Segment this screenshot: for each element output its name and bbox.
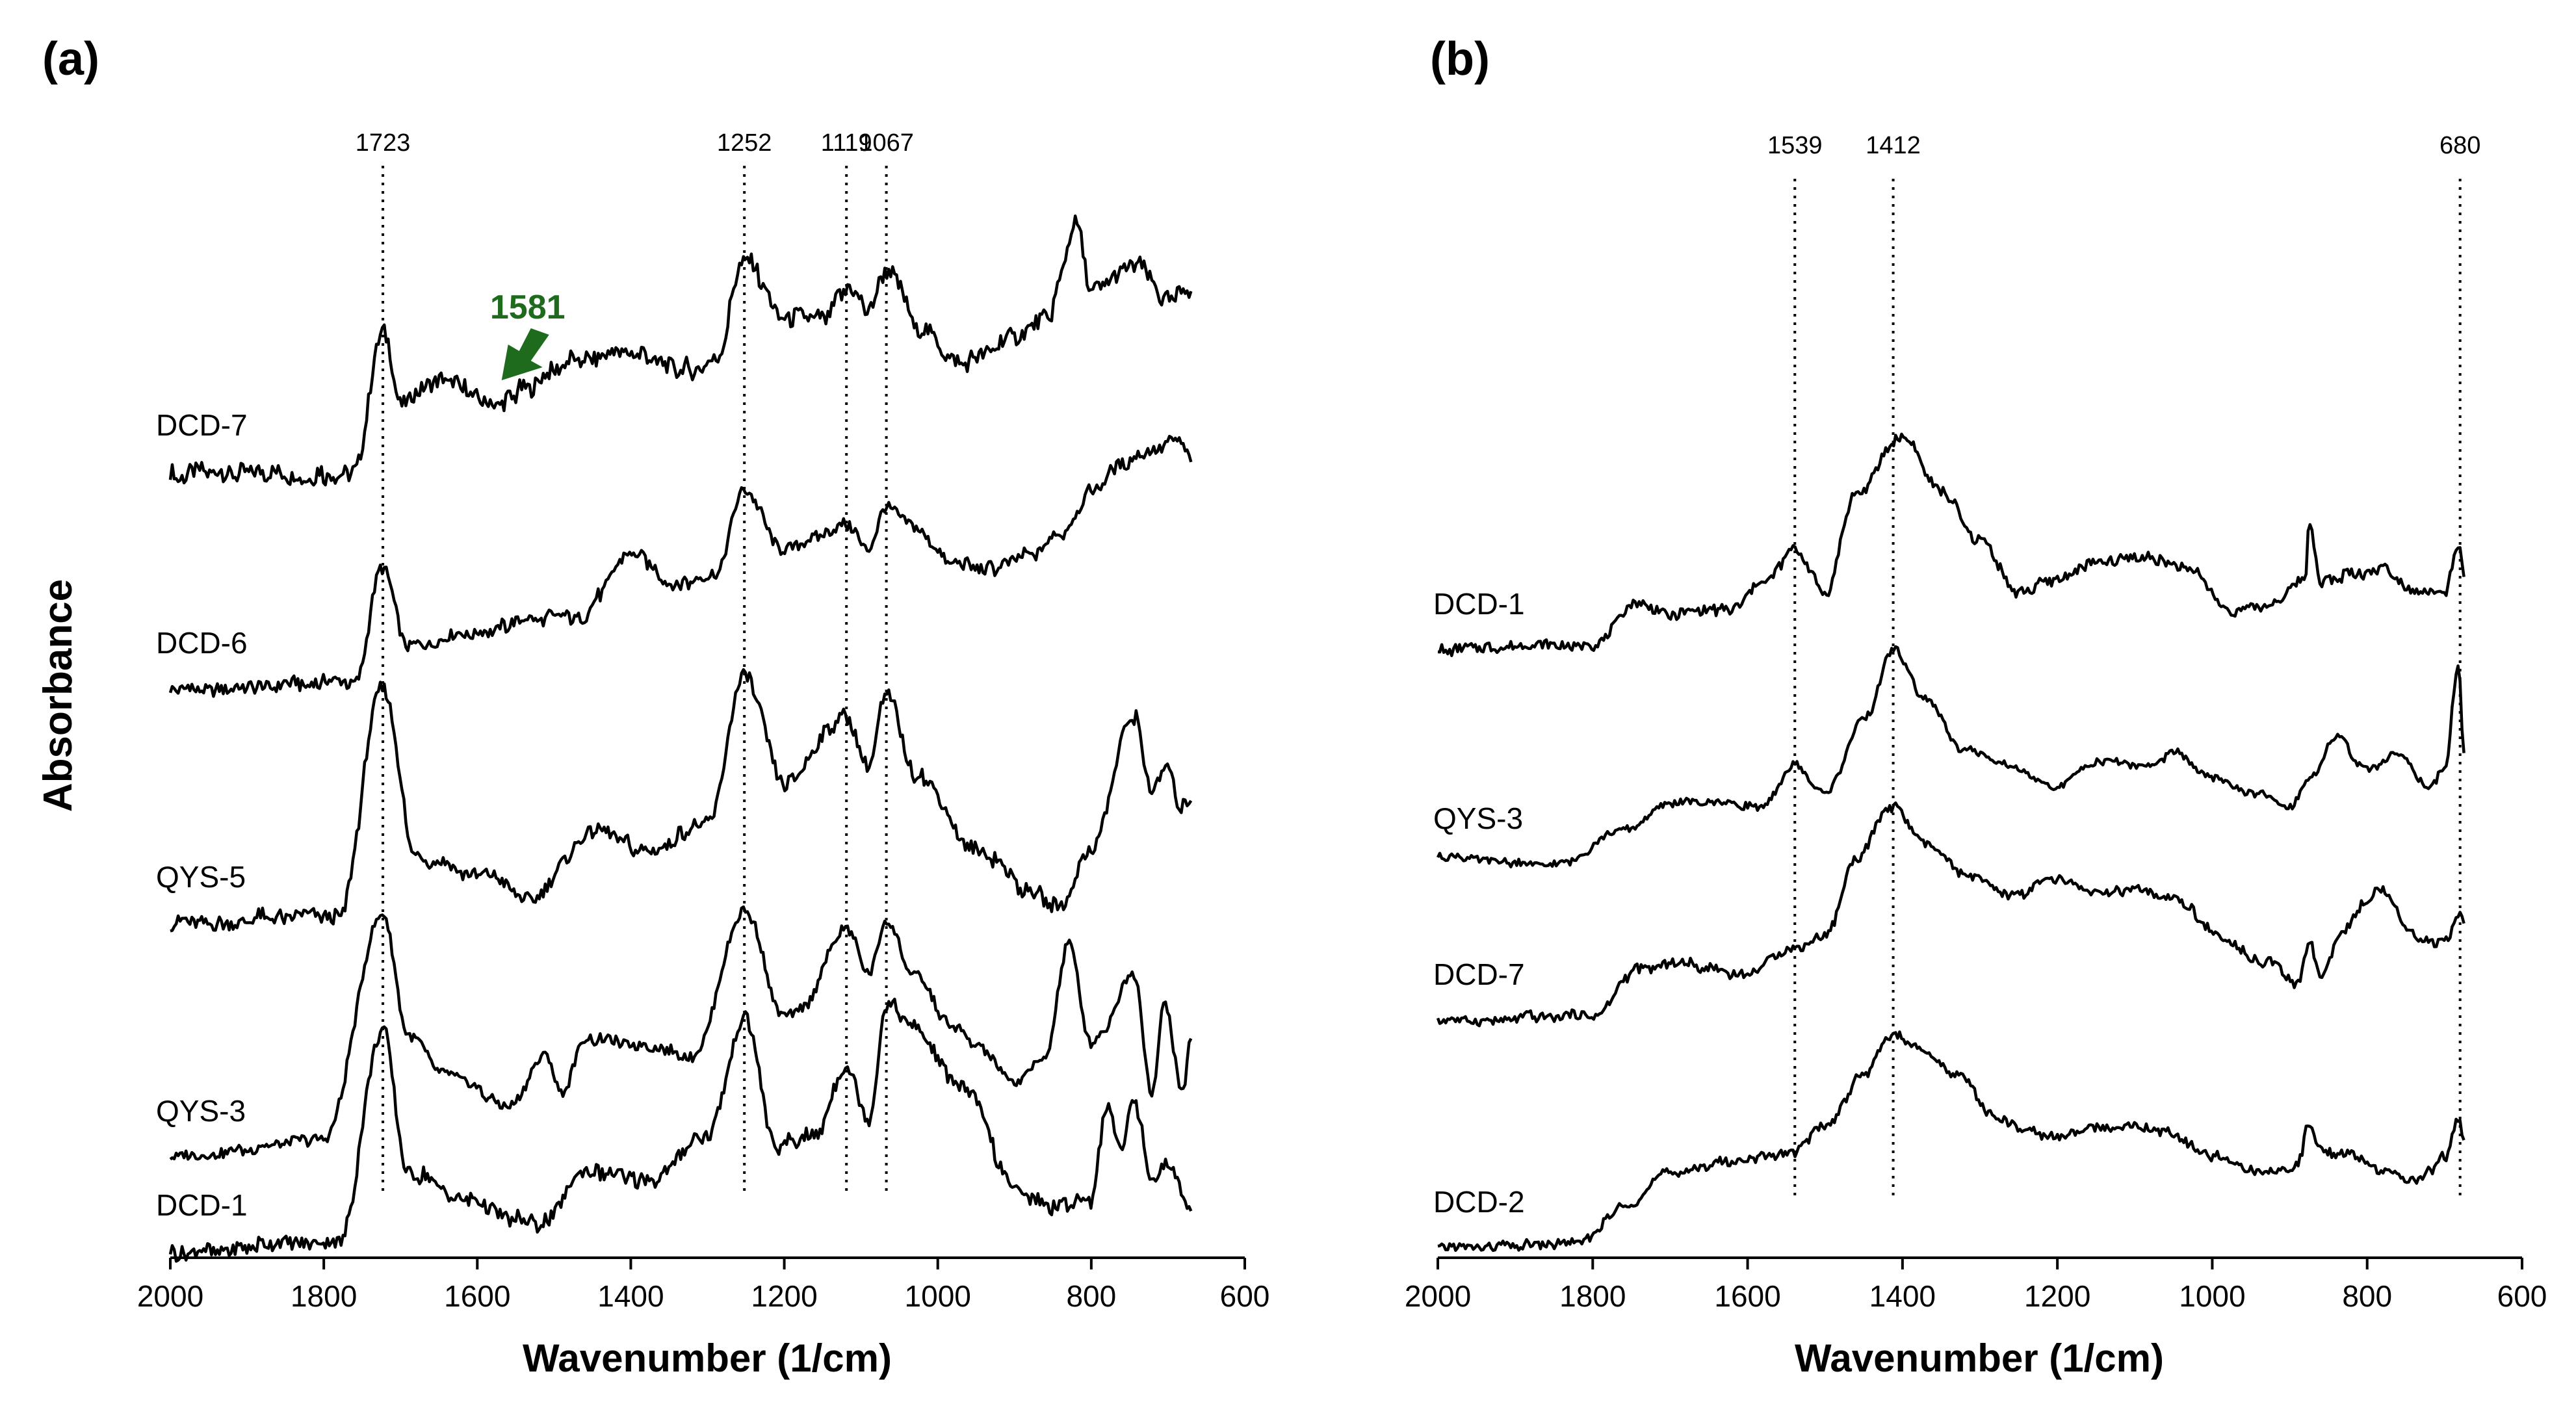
- x-tick-label-2000: 2000: [137, 1279, 203, 1313]
- panel-label-a: (a): [42, 33, 99, 85]
- panel-a-x-axis-label: Wavenumber (1/cm): [523, 1336, 892, 1380]
- x-tick-label-1800: 1800: [1559, 1279, 1626, 1313]
- panel-b-ticks: 2000 1800 1600 1400 1200 1000 800 600: [1405, 1258, 2547, 1313]
- series-label-dcd-1: DCD-1: [1433, 587, 1525, 621]
- y-axis-label: Absorbance: [36, 579, 81, 812]
- reference-label-1412: 1412: [1866, 132, 1921, 159]
- spectrum-dcd-1: [1437, 432, 2465, 657]
- annotation-label-1581: 1581: [490, 289, 566, 326]
- spectrum-dcd-2: [1437, 1030, 2465, 1253]
- series-label-dcd-1: DCD-1: [156, 1188, 248, 1222]
- x-tick-label-1800: 1800: [291, 1279, 357, 1313]
- spectrum-qys-5: [170, 668, 1193, 933]
- spectrum-qys-3: [169, 905, 1193, 1161]
- series-label-qys-3: QYS-3: [156, 1094, 246, 1128]
- x-tick-label-1400: 1400: [1869, 1279, 1936, 1313]
- reference-label-1252: 1252: [717, 129, 772, 157]
- spectrum-dcd-1: [168, 997, 1193, 1263]
- panel-b-plot: 1539 1412 680 DCD-1 QYS-3 DCD-7 DCD-2: [1433, 132, 2480, 1253]
- x-tick-label-1200: 1200: [751, 1279, 817, 1313]
- x-tick-label-2000: 2000: [1405, 1279, 1471, 1313]
- x-tick-label-600: 600: [1220, 1279, 1270, 1313]
- annotation-arrow-1581: [501, 328, 549, 380]
- panel-b: (b) 1539 1412 680 DCD-1 QYS-3 DCD-7 DCD-2 2000…: [1405, 33, 2547, 1380]
- x-tick-label-1400: 1400: [597, 1279, 664, 1313]
- spectrum-dcd-6: [168, 434, 1193, 698]
- x-tick-label-1000: 1000: [905, 1279, 971, 1313]
- spectrum-dcd-7: [168, 214, 1193, 487]
- panel-label-b: (b): [1430, 33, 1490, 85]
- x-tick-label-800: 800: [1066, 1279, 1116, 1313]
- panel-a-ticks: 2000 1800 1600 1400 1200 1000 800 600: [137, 1258, 1270, 1313]
- reference-label-1723: 1723: [356, 129, 411, 157]
- series-label-dcd-7: DCD-7: [1433, 957, 1525, 991]
- series-label-qys-5: QYS-5: [156, 860, 246, 894]
- panel-b-x-axis-label: Wavenumber (1/cm): [1795, 1336, 2164, 1380]
- x-tick-label-1600: 1600: [1714, 1279, 1780, 1313]
- series-label-qys-3: QYS-3: [1433, 801, 1523, 835]
- x-tick-label-1000: 1000: [2179, 1279, 2245, 1313]
- x-tick-label-800: 800: [2342, 1279, 2392, 1313]
- series-label-dcd-6: DCD-6: [156, 626, 248, 660]
- series-label-dcd-2: DCD-2: [1433, 1185, 1525, 1219]
- x-tick-label-1200: 1200: [2024, 1279, 2090, 1313]
- x-tick-label-600: 600: [2497, 1279, 2547, 1313]
- reference-label-1119: 1119: [821, 129, 872, 157]
- reference-label-1067: 1067: [859, 129, 914, 157]
- series-label-dcd-7: DCD-7: [156, 408, 248, 442]
- x-tick-label-1600: 1600: [444, 1279, 510, 1313]
- reference-label-680: 680: [2439, 132, 2480, 159]
- reference-label-1539: 1539: [1767, 132, 1823, 159]
- spectrum-qys-3: [1436, 645, 2465, 868]
- spectrum-dcd-7: [1436, 801, 2465, 1028]
